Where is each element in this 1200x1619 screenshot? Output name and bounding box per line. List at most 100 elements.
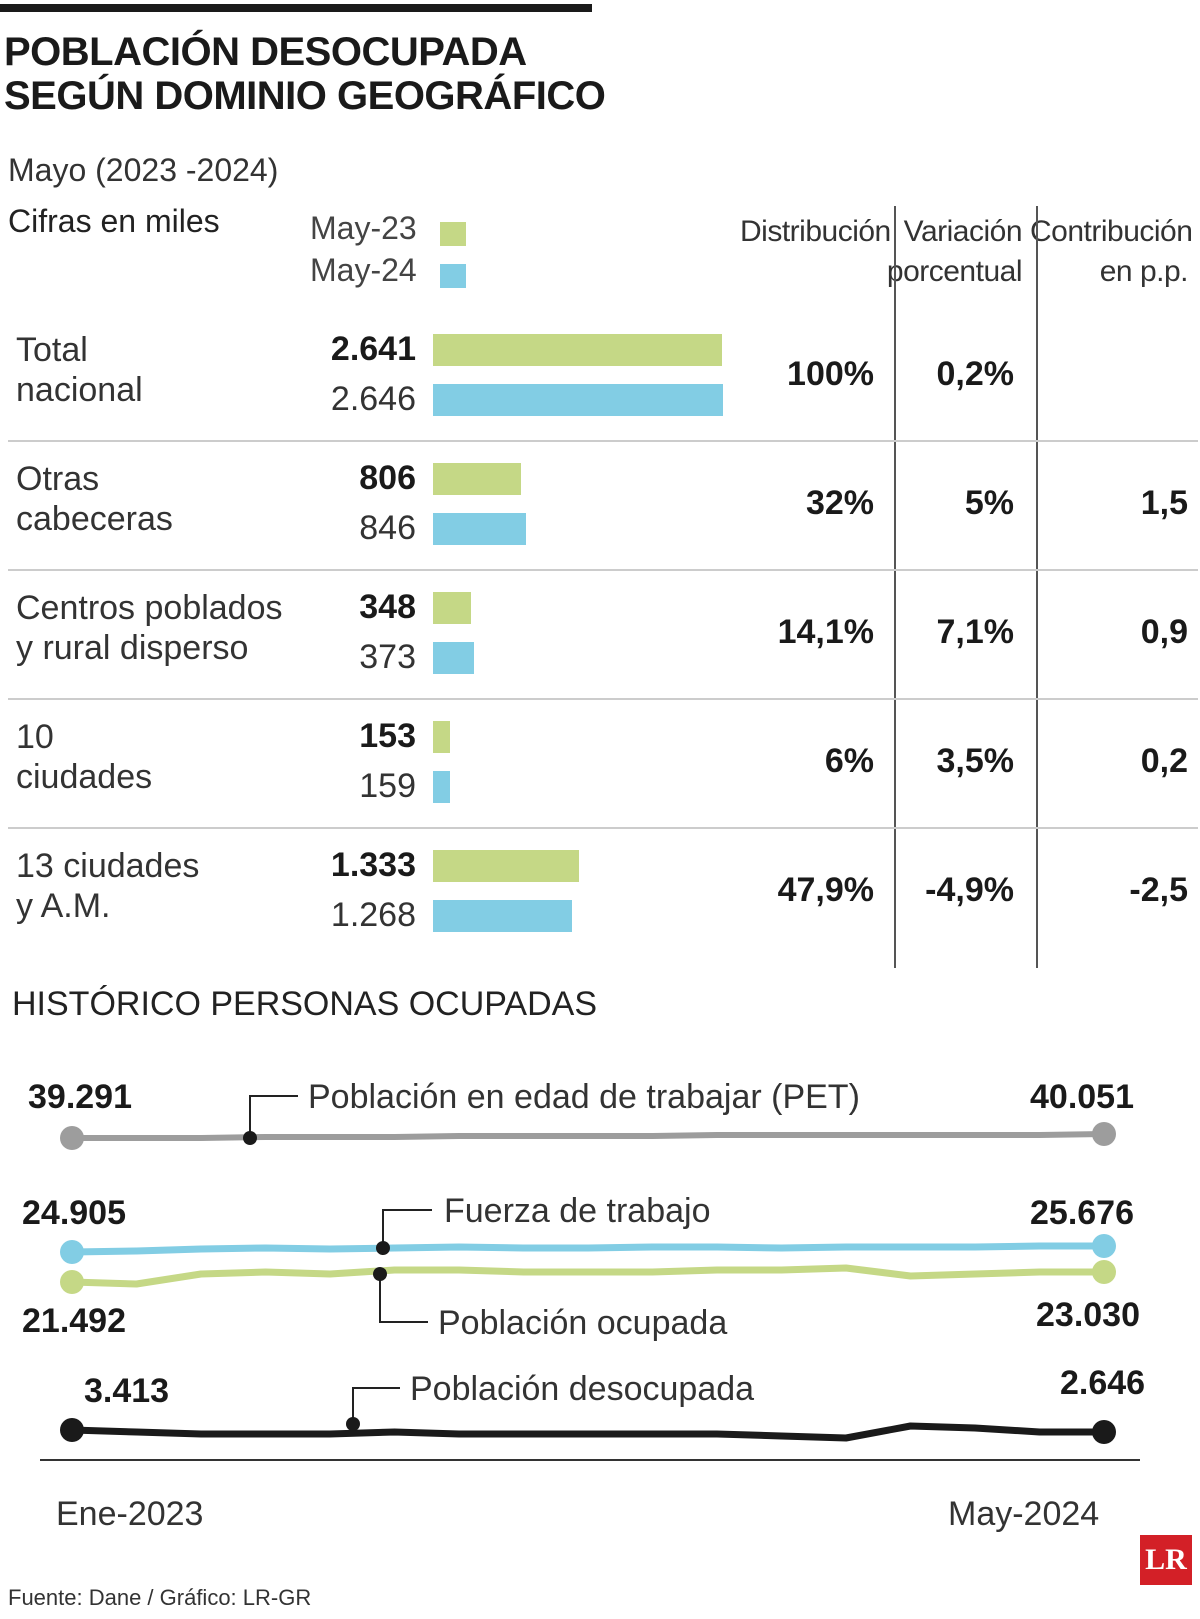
leader-line <box>249 1095 298 1138</box>
start-value-label: 3.413 <box>84 1372 169 1410</box>
value-label-may24: 846 <box>359 509 416 547</box>
leader-dot <box>376 1241 390 1255</box>
value-label-may23: 153 <box>359 717 416 755</box>
lr-logo: LR <box>1140 1535 1192 1585</box>
cell-variacion: 3,5% <box>936 742 1015 780</box>
cell-distribucion: 100% <box>787 355 874 393</box>
category-label-line2: nacional <box>16 371 143 409</box>
cell-distribucion: 32% <box>805 484 874 522</box>
start-value-label: 24.905 <box>22 1194 126 1232</box>
bar-may24 <box>433 642 474 674</box>
cell-variacion: 7,1% <box>936 613 1015 651</box>
leader-line <box>379 1274 428 1323</box>
col-header-variacion: Variación porcentual <box>880 212 1023 292</box>
category-label-line1: Centros poblados <box>16 589 283 627</box>
legend-label-a: May-23 <box>310 210 417 246</box>
value-label-may24: 373 <box>359 638 416 676</box>
title-line-2: SEGÚN DOMINIO GEOGRÁFICO <box>4 74 606 118</box>
leader-line <box>382 1209 432 1248</box>
cell-distribucion: 47,9% <box>777 871 874 909</box>
end-value-label: 40.051 <box>1030 1078 1134 1116</box>
bar-may23 <box>433 463 522 495</box>
x-tick-end: May-2024 <box>948 1495 1100 1533</box>
end-value-label: 23.030 <box>1036 1296 1140 1334</box>
value-label-may23: 2.641 <box>330 330 416 368</box>
cell-contribucion: -2,5 <box>1129 871 1188 909</box>
category-label-line2: ciudades <box>16 758 153 796</box>
bar-may24 <box>433 900 572 932</box>
col-header-variacion-line1: Variación <box>903 215 1023 248</box>
value-label-may24: 1.268 <box>330 896 416 934</box>
bar-may23 <box>433 592 472 624</box>
row-divider <box>8 827 1198 829</box>
bar-may23 <box>433 334 723 366</box>
cell-distribucion: 14,1% <box>777 613 874 651</box>
start-value-label: 21.492 <box>22 1302 126 1340</box>
cell-distribucion: 6% <box>824 742 874 780</box>
leader-dot <box>346 1417 360 1431</box>
series-start-point <box>60 1270 84 1294</box>
series-start-point <box>60 1240 84 1264</box>
series-end-point <box>1092 1122 1116 1146</box>
series-end-point <box>1092 1234 1116 1258</box>
series-end-point <box>1092 1260 1116 1284</box>
series-name-label: Población desocupada <box>410 1370 754 1408</box>
cell-variacion: -4,9% <box>925 871 1014 909</box>
legend-swatch-b <box>440 264 466 288</box>
series-line <box>72 1131 1105 1141</box>
category-label-line1: 13 ciudades <box>16 847 200 885</box>
leader-line <box>352 1387 400 1424</box>
source-note: Fuente: Dane / Gráfico: LR-GR <box>8 1585 312 1610</box>
series-line <box>71 1264 1104 1288</box>
series-line <box>71 1422 1104 1442</box>
chart-subtitle: Mayo (2023 -2024) <box>8 152 279 188</box>
row-divider <box>8 440 1198 442</box>
units-label: Cifras en miles <box>8 203 220 239</box>
bar-may23 <box>433 721 450 753</box>
column-divider-1 <box>894 206 896 968</box>
x-tick-start: Ene-2023 <box>56 1495 204 1533</box>
value-label-may24: 2.646 <box>330 380 416 418</box>
series-name-label: Fuerza de trabajo <box>444 1192 711 1230</box>
top-rule <box>0 4 592 12</box>
series-line <box>71 1242 1104 1256</box>
cell-variacion: 5% <box>964 484 1014 522</box>
cell-contribucion: 0,9 <box>1140 613 1188 651</box>
cell-contribucion: 1,5 <box>1140 484 1188 522</box>
cell-contribucion: 0,2 <box>1140 742 1188 780</box>
chart-title: POBLACIÓN DESOCUPADA SEGÚN DOMINIO GEOGR… <box>4 30 606 118</box>
bar-may23 <box>433 850 580 882</box>
legend-label-b: May-24 <box>310 252 417 288</box>
series-name-label: Población en edad de trabajar (PET) <box>308 1078 860 1116</box>
category-label-line2: y A.M. <box>16 887 111 925</box>
col-header-variacion-line2: porcentual <box>886 255 1023 288</box>
legend-swatch-a <box>440 222 466 246</box>
line-chart-title: HISTÓRICO PERSONAS OCUPADAS <box>12 985 598 1023</box>
leader-dot <box>243 1131 257 1145</box>
row-divider <box>8 698 1198 700</box>
col-header-contribucion-line2: en p.p. <box>1099 255 1189 288</box>
column-divider-2 <box>1036 206 1038 968</box>
cell-variacion: 0,2% <box>936 355 1015 393</box>
line-chart: Población en edad de trabajar (PET) Fuerz… <box>22 1078 1145 1461</box>
value-label-may24: 159 <box>359 767 416 805</box>
category-label-line1: Otras <box>16 460 100 498</box>
value-label-may23: 1.333 <box>330 846 416 884</box>
title-line-1: POBLACIÓN DESOCUPADA <box>4 30 527 74</box>
start-value-label: 39.291 <box>28 1078 132 1116</box>
bar-may24 <box>433 384 723 416</box>
row-divider <box>8 569 1198 571</box>
bar-may24 <box>433 771 451 803</box>
series-start-point <box>60 1418 84 1442</box>
value-label-may23: 806 <box>359 459 416 497</box>
series-start-point <box>60 1126 84 1150</box>
series-name-label: Población ocupada <box>438 1304 727 1342</box>
col-header-contribucion-line1: Contribución <box>1030 215 1193 248</box>
col-header-distribucion: Distribución <box>740 215 891 248</box>
col-header-contribucion: Contribución en p.p. <box>1030 212 1193 292</box>
category-label-line1: 10 <box>16 718 54 756</box>
leader-dot <box>373 1267 387 1281</box>
category-label-line1: Total <box>16 331 88 369</box>
category-label-line2: cabeceras <box>16 500 173 538</box>
bar-may24 <box>433 513 526 545</box>
